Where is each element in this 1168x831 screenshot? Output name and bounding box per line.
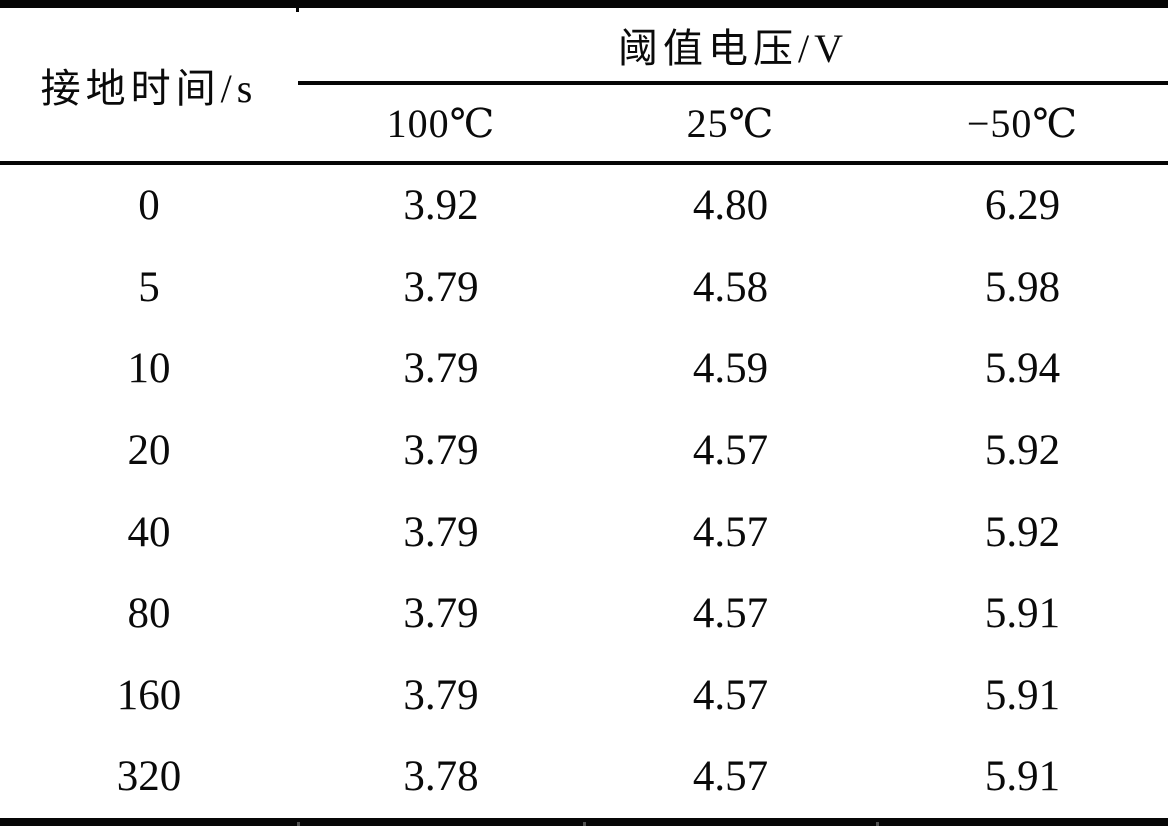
table-border-seam xyxy=(296,8,299,12)
cell-time: 20 xyxy=(127,427,171,475)
cell-m50c: 6.29 xyxy=(984,182,1061,230)
cell-25c: 4.57 xyxy=(692,590,769,638)
header-row-temperatures: 100℃ 25℃ −50℃ xyxy=(0,83,1168,165)
table-border-seam xyxy=(297,822,300,830)
table-row: 5 3.79 4.58 5.98 xyxy=(0,247,1168,329)
cell-25c: 4.57 xyxy=(692,753,769,801)
cell-100c: 3.79 xyxy=(403,427,479,475)
table-border-seam xyxy=(583,822,586,830)
cell-100c: 3.78 xyxy=(403,753,479,801)
cell-25c: 4.57 xyxy=(692,671,769,719)
cell-100c: 3.79 xyxy=(403,590,479,638)
cell-m50c: 5.91 xyxy=(984,753,1061,801)
table-row: 40 3.79 4.57 5.92 xyxy=(0,491,1168,573)
table-body: 0 3.92 4.80 6.29 5 3.79 4.58 5.98 10 3.7… xyxy=(0,163,1168,822)
table-row: 20 3.79 4.57 5.92 xyxy=(0,410,1168,492)
cell-m50c: 5.91 xyxy=(984,671,1061,719)
cell-100c: 3.92 xyxy=(403,182,479,230)
cell-100c: 3.79 xyxy=(403,345,479,393)
cell-time: 320 xyxy=(116,753,182,801)
cell-time: 40 xyxy=(127,508,171,556)
cell-25c: 4.58 xyxy=(692,263,769,311)
cell-m50c: 5.94 xyxy=(984,345,1061,393)
cell-25c: 4.57 xyxy=(692,508,769,556)
cell-100c: 3.79 xyxy=(403,671,479,719)
cell-m50c: 5.91 xyxy=(984,590,1061,638)
table-row: 10 3.79 4.59 5.94 xyxy=(0,328,1168,410)
cell-25c: 4.80 xyxy=(692,182,769,230)
column-header-minus-50c: −50℃ xyxy=(877,83,1168,165)
cell-m50c: 5.92 xyxy=(984,508,1061,556)
column-header-100c: 100℃ xyxy=(298,83,584,165)
header-row-group: 接地时间/s 阈值电压/V xyxy=(0,4,1168,165)
cell-25c: 4.57 xyxy=(692,427,769,475)
cell-time: 160 xyxy=(116,671,182,719)
cell-time: 10 xyxy=(127,345,171,393)
column-header-25c: 25℃ xyxy=(584,83,877,165)
table-row: 320 3.78 4.57 5.91 xyxy=(0,736,1168,822)
table-row: 160 3.79 4.57 5.91 xyxy=(0,655,1168,737)
cell-time: 0 xyxy=(138,182,160,230)
cell-m50c: 5.92 xyxy=(984,427,1061,475)
cell-time: 5 xyxy=(138,263,160,311)
cell-m50c: 5.98 xyxy=(984,263,1061,311)
cell-25c: 4.59 xyxy=(692,345,769,393)
table-row: 0 3.92 4.80 6.29 xyxy=(0,163,1168,247)
table-border-seam xyxy=(876,822,879,830)
column-group-header-threshold-voltage: 阈值电压/V xyxy=(298,4,1168,85)
cell-100c: 3.79 xyxy=(403,508,479,556)
column-header-grounding-time: 接地时间/s xyxy=(0,4,298,165)
table-header: 接地时间/s 阈值电压/V 100℃ 25℃ −50℃ xyxy=(0,4,1168,165)
table-row: 80 3.79 4.57 5.91 xyxy=(0,573,1168,655)
cell-time: 80 xyxy=(127,590,171,638)
cell-100c: 3.79 xyxy=(403,263,479,311)
